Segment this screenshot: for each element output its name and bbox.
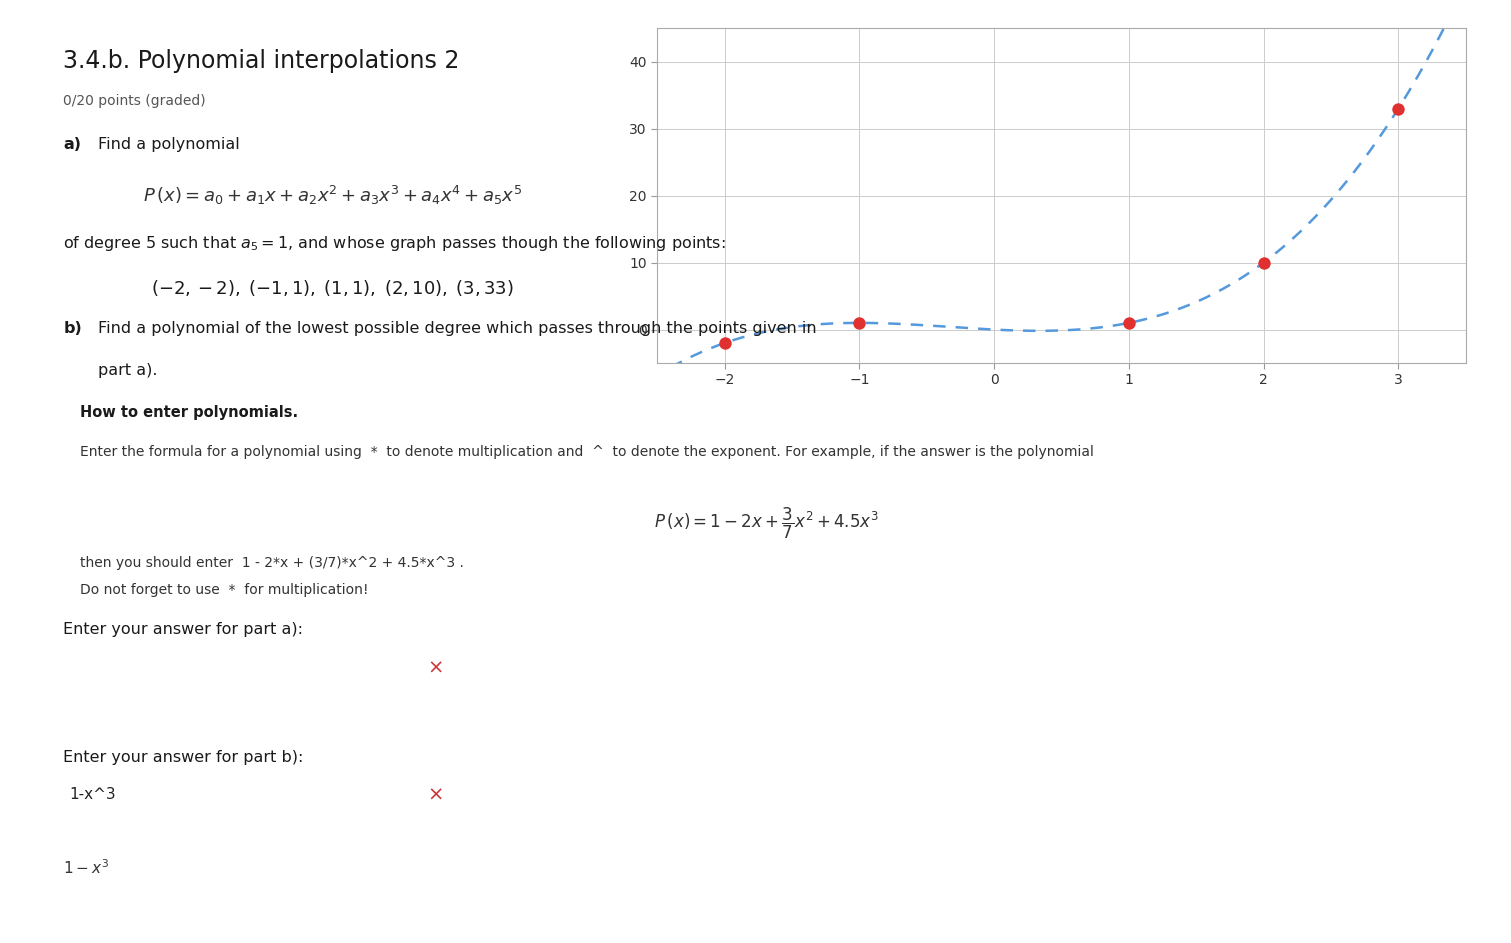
Text: a): a) [63, 137, 82, 152]
Text: $(-2,-2), \; (-1,1), \; (1,1), \; (2,10), \; (3,33)$: $(-2,-2), \; (-1,1), \; (1,1), \; (2,10)… [151, 278, 514, 298]
Point [1386, 101, 1410, 116]
Text: ×: × [428, 786, 444, 804]
Text: Enter your answer for part a):: Enter your answer for part a): [63, 622, 304, 637]
Text: 0/20 points (graded): 0/20 points (graded) [63, 94, 205, 108]
Text: $P\,(x) = 1 - 2x + \dfrac{3}{7}x^2 + 4.5x^3$: $P\,(x) = 1 - 2x + \dfrac{3}{7}x^2 + 4.5… [654, 506, 878, 541]
Point [713, 336, 737, 351]
Point [848, 315, 872, 330]
Text: How to enter polynomials.: How to enter polynomials. [80, 405, 299, 421]
Text: Find a polynomial: Find a polynomial [98, 137, 240, 152]
Text: Do not forget to use  *  for multiplication!: Do not forget to use * for multiplicatio… [80, 584, 369, 598]
Text: then you should enter  1 - 2*x + (3/7)*x^2 + 4.5*x^3 .: then you should enter 1 - 2*x + (3/7)*x^… [80, 555, 464, 570]
Text: $P\,(x) = a_0 + a_1 x + a_2 x^2 + a_3 x^3 + a_4 x^4 + a_5 x^5$: $P\,(x) = a_0 + a_1 x + a_2 x^2 + a_3 x^… [142, 184, 523, 207]
Text: ×: × [428, 659, 444, 678]
Text: Enter your answer for part b):: Enter your answer for part b): [63, 750, 304, 765]
Text: of degree 5 such that $a_5 = 1$, and whose graph passes though the following poi: of degree 5 such that $a_5 = 1$, and who… [63, 234, 727, 253]
Text: Find a polynomial of the lowest possible degree which passes through the points : Find a polynomial of the lowest possible… [98, 321, 817, 336]
Text: 3.4.b. Polynomial interpolations 2: 3.4.b. Polynomial interpolations 2 [63, 49, 459, 73]
Text: 1-x^3: 1-x^3 [70, 787, 116, 802]
Point [1117, 315, 1141, 330]
Text: b): b) [63, 321, 82, 336]
Point [1251, 256, 1275, 271]
Text: $1 - x^3$: $1 - x^3$ [63, 858, 109, 877]
Text: part a).: part a). [98, 363, 157, 378]
Text: Enter the formula for a polynomial using  *  to denote multiplication and  ^  to: Enter the formula for a polynomial using… [80, 445, 1094, 459]
